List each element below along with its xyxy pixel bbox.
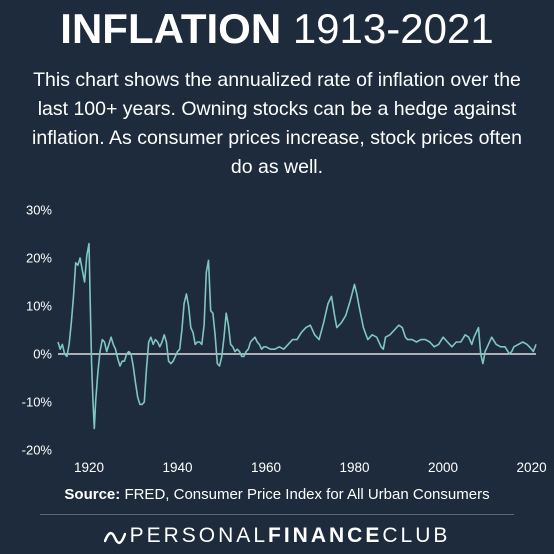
title-bold: INFLATION (60, 5, 282, 52)
source-label: Source: (64, 486, 121, 503)
brand-part2: FINANCE (268, 524, 383, 547)
x-tick-label: 1940 (162, 460, 192, 475)
x-tick-label: 2000 (428, 460, 458, 475)
x-tick-label: 1960 (251, 460, 281, 475)
y-tick-label: 0% (33, 347, 52, 362)
brand-logo: PERSONALFINANCECLUB (0, 524, 554, 548)
chart-title: INFLATION 1913-2021 (0, 4, 554, 54)
chart-subtitle: This chart shows the annualized rate of … (32, 69, 522, 178)
source-note: Source: FRED, Consumer Price Index for A… (0, 486, 554, 503)
logo-divider (40, 514, 514, 515)
x-tick-label: 1920 (74, 460, 104, 475)
y-tick-label: -10% (22, 395, 53, 410)
title-light: 1913-2021 (292, 5, 494, 52)
inflation-line-chart: 30% 20% 10% 0% -10% -20% 1920 1940 1960 1980 2000 2… (22, 203, 547, 476)
brand-part3: CLUB (382, 524, 451, 547)
inflation-series-line (57, 242, 537, 430)
y-tick-label: 20% (26, 251, 52, 266)
y-tick-label: 30% (26, 203, 52, 218)
y-tick-label: -20% (22, 443, 53, 458)
brand-part1: PERSONAL (129, 524, 268, 547)
x-tick-label: 2020 (517, 460, 547, 475)
x-tick-label: 1980 (340, 460, 370, 475)
wave-logo-icon (103, 531, 126, 544)
y-tick-label: 10% (26, 299, 52, 314)
source-text: FRED, Consumer Price Index for All Urban… (124, 486, 490, 503)
